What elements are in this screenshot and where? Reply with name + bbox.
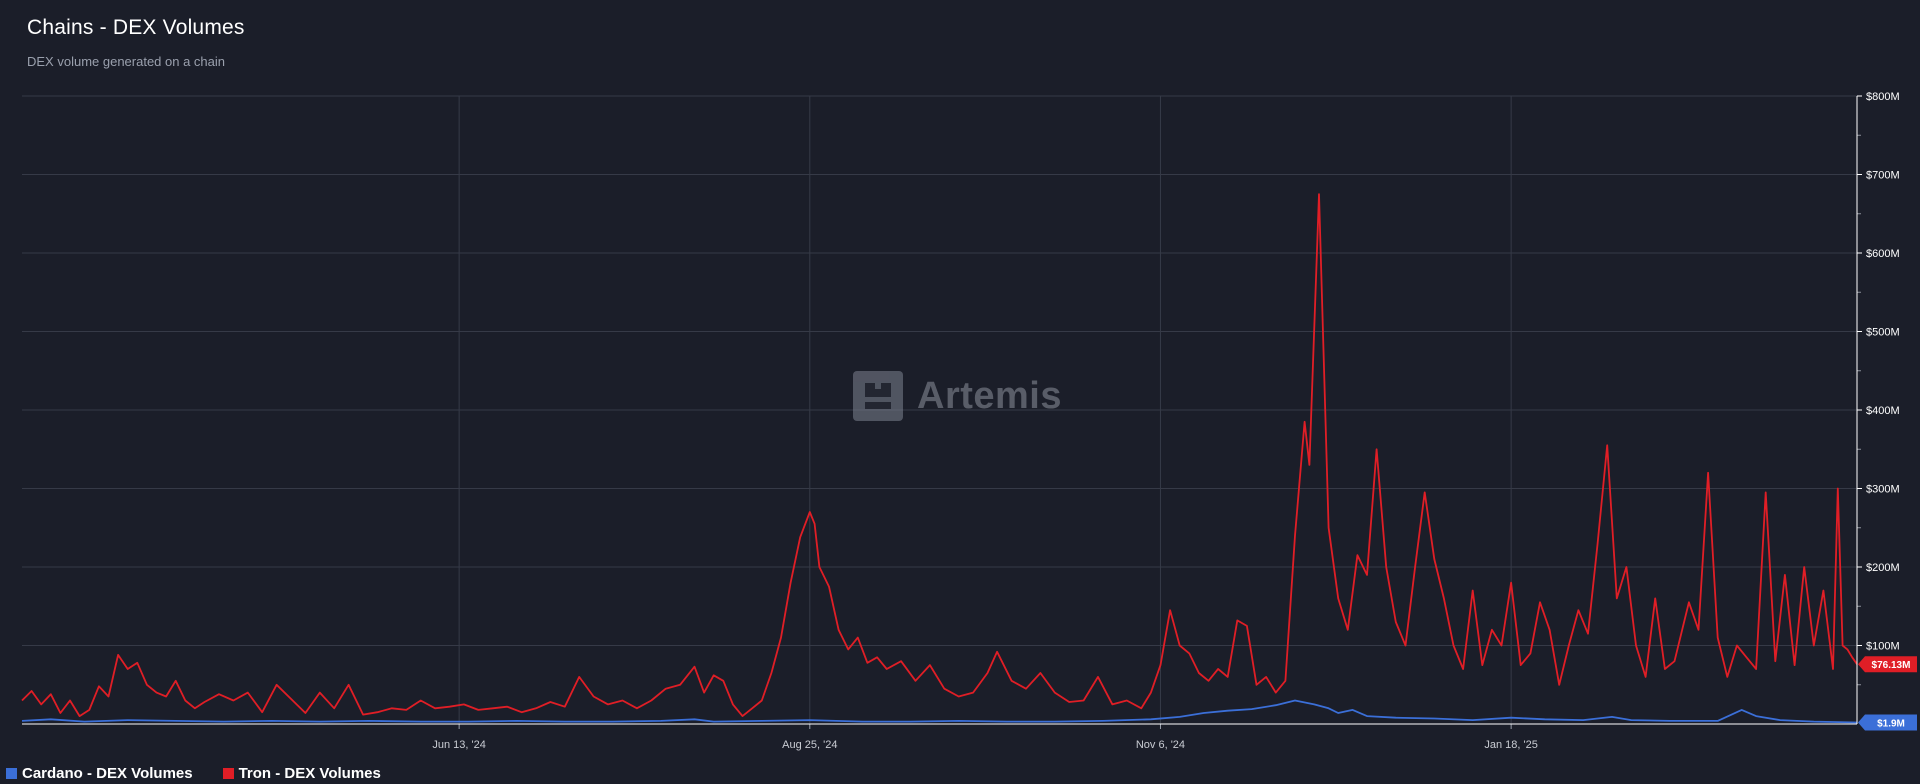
artemis-watermark: Artemis <box>853 371 1062 421</box>
legend-swatch-cardano <box>6 768 17 779</box>
watermark-text: Artemis <box>917 374 1062 417</box>
last-value-badge-tron <box>1858 656 1917 673</box>
y-tick-label: $700M <box>1866 170 1900 182</box>
y-tick-label: $200M <box>1866 562 1900 574</box>
legend-swatch-tron <box>222 768 234 779</box>
legend-label-cardano: Cardano - DEX Volumes <box>22 765 193 782</box>
chart-legend: Cardano - DEX Volumes Tron - DEX Volumes <box>6 765 381 782</box>
artemis-logo-icon <box>853 371 903 421</box>
y-tick-label: $600M <box>1866 248 1900 260</box>
chart-axes: $100M $200M $300M $400M $500M $600M $700M $800M… <box>22 91 1917 751</box>
y-tick-label: $100M <box>1866 641 1900 653</box>
chart-title: Chains - DEX Volumes <box>27 16 245 39</box>
legend-item-cardano[interactable]: Cardano - DEX Volumes <box>6 765 193 782</box>
last-value-label-tron: $76.13M <box>1872 660 1911 671</box>
y-tick-label: $800M <box>1866 91 1900 103</box>
legend-item-tron[interactable]: Tron - DEX Volumes <box>222 765 381 782</box>
legend-label-tron: Tron - DEX Volumes <box>238 765 381 782</box>
chart-subtitle: DEX volume generated on a chain <box>27 54 226 69</box>
chart-grid <box>22 95 1857 724</box>
y-tick-label: $300M <box>1866 484 1900 496</box>
x-tick-label: Jun 13, '24 <box>432 739 485 751</box>
last-value-badge-cardano <box>1858 714 1917 731</box>
x-tick-label: Jan 18, '25 <box>1484 739 1537 751</box>
chart-series <box>21 193 1858 724</box>
y-tick-label: $500M <box>1866 327 1900 339</box>
x-tick-label: Aug 25, '24 <box>782 739 837 751</box>
y-tick-label: $400M <box>1866 405 1900 417</box>
x-tick-label: Nov 6, '24 <box>1136 739 1185 751</box>
series-line-cardano <box>21 699 1858 724</box>
series-line-tron <box>21 193 1858 717</box>
last-value-label-cardano: $1.9M <box>1877 719 1905 730</box>
